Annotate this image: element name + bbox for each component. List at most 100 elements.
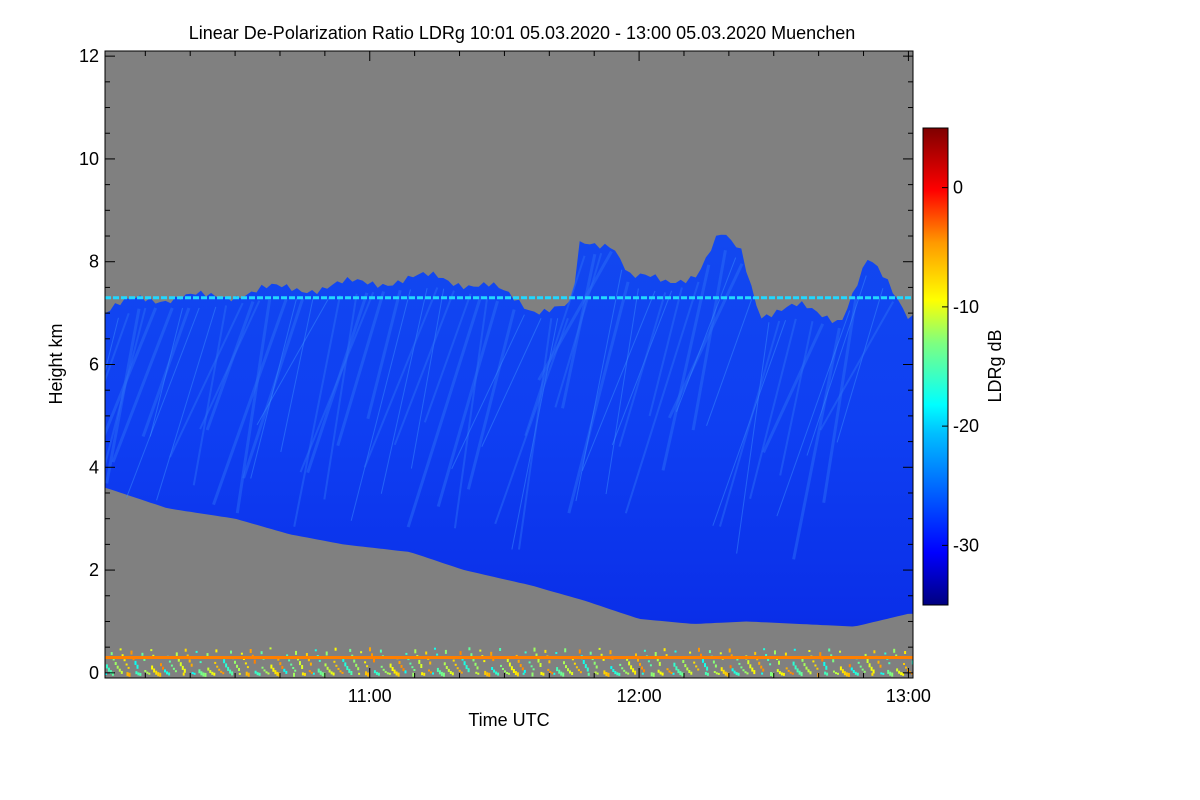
clutter-point [350, 671, 353, 675]
clutter-point [292, 667, 295, 669]
clutter-point [762, 668, 765, 672]
clutter-point [148, 672, 151, 675]
clutter-point [155, 670, 158, 675]
clutter-point [476, 666, 479, 670]
clutter-point [830, 654, 833, 658]
colorbar-tick-label: -10 [953, 297, 979, 317]
fall-streak [575, 269, 623, 502]
clutter-point [567, 668, 569, 672]
clutter-point [318, 659, 321, 662]
clutter-point [349, 648, 352, 652]
clutter-point [666, 668, 669, 671]
clutter-point [551, 672, 554, 675]
y-tick-label: 8 [89, 252, 99, 272]
clutter-point [770, 672, 772, 676]
clutter-point [440, 671, 443, 676]
clutter-point [848, 664, 851, 668]
clutter-point [715, 672, 718, 675]
clutter-point [491, 667, 494, 670]
clutter-point [238, 668, 240, 671]
clutter-point [871, 672, 874, 676]
clutter-point [737, 672, 740, 676]
clutter-point [211, 671, 214, 675]
clutter-point [286, 654, 289, 657]
fall-streak [561, 253, 597, 409]
clutter-point [188, 659, 191, 663]
fall-streak [380, 288, 428, 494]
clutter-point [493, 669, 496, 673]
clutter-point [835, 672, 837, 675]
clutter-point [672, 672, 675, 675]
clutter-point [516, 672, 519, 677]
clutter-point [127, 666, 130, 669]
clutter-point [665, 654, 668, 658]
clutter-point [821, 657, 824, 662]
x-tick-label: 11:00 [348, 686, 392, 706]
clutter-point [782, 672, 785, 676]
clutter-point [609, 650, 612, 655]
clutter-point [395, 671, 398, 676]
clutter-point [246, 666, 249, 669]
clutter-point [150, 649, 153, 652]
clutter-point [695, 665, 698, 668]
clutter-point [360, 651, 363, 654]
fall-streak [605, 288, 639, 495]
clutter-point [510, 666, 513, 671]
clutter-point [903, 663, 905, 665]
clutter-point [438, 670, 441, 675]
clutter-point [733, 670, 736, 674]
clutter-point [267, 672, 270, 675]
fall-streak [406, 295, 483, 528]
clutter-point [116, 665, 119, 669]
fall-streak [235, 299, 272, 514]
fall-streak [105, 317, 119, 374]
clutter-point [272, 667, 275, 672]
clutter-point [870, 666, 873, 671]
clutter-point [174, 670, 177, 673]
clutter-point [326, 666, 329, 670]
clutter-point [776, 669, 779, 673]
clutter-point [107, 667, 110, 672]
fall-streak [156, 306, 217, 501]
clutter-point [458, 669, 461, 672]
clutter-point [763, 648, 766, 651]
clutter-point [704, 671, 707, 675]
clutter-point [833, 670, 835, 673]
clutter-point [346, 666, 349, 670]
clutter-point [785, 667, 788, 670]
fall-streak [105, 312, 130, 384]
clutter-point [242, 658, 245, 660]
clutter-point [168, 660, 171, 663]
clutter-point [839, 650, 841, 653]
clutter-point [299, 661, 301, 666]
fall-streak [581, 290, 656, 471]
clutter-point [467, 668, 470, 673]
clutter-point [204, 672, 207, 677]
clutter-point [584, 664, 587, 669]
clutter-point [114, 662, 117, 665]
clutter-point [698, 647, 700, 652]
clutter-point [765, 654, 768, 656]
fall-streak [836, 288, 884, 443]
clutter-point [681, 672, 684, 677]
clutter-point [586, 667, 589, 672]
clutter-point [616, 672, 619, 676]
clutter-point [182, 672, 185, 676]
clutter-point [647, 660, 650, 663]
clutter-point [269, 647, 272, 650]
clutter-point [635, 653, 637, 657]
clutter-point [772, 672, 774, 677]
clutter-point [492, 657, 495, 662]
clutter-point [312, 672, 315, 675]
clutter-point [337, 667, 340, 670]
clutter-point [560, 671, 563, 676]
clutter-point [307, 658, 310, 662]
clutter-point [413, 669, 416, 671]
clutter-point [231, 671, 234, 676]
clutter-point [141, 652, 144, 656]
fall-streak [393, 290, 455, 446]
clutter-point [369, 647, 371, 652]
chart-title: Linear De-Polarization Ratio LDRg 10:01 … [189, 23, 855, 43]
clutter-point [751, 667, 754, 672]
fall-streak [567, 281, 630, 514]
